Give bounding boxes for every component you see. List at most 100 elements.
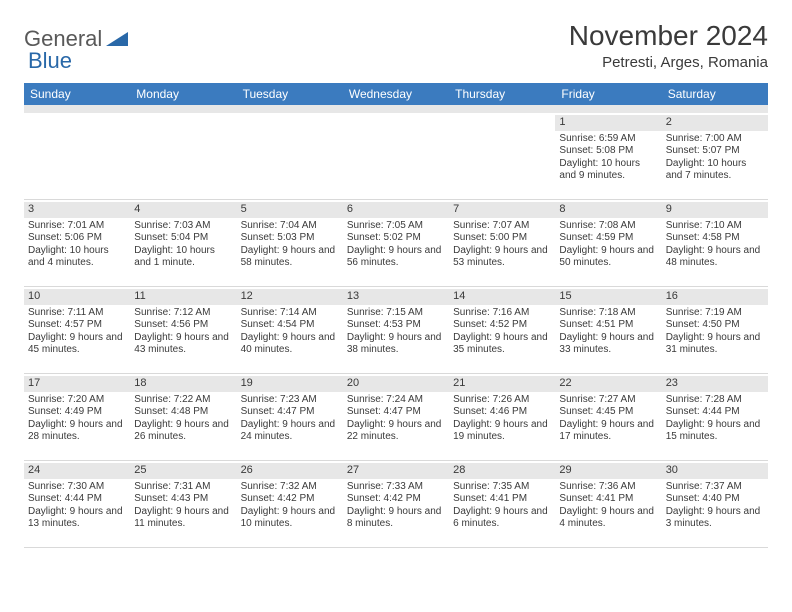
day-cell: 2 Sunrise: 7:00 AMSunset: 5:07 PMDaylight… [662, 113, 768, 199]
day-details: Sunrise: 6:59 AMSunset: 5:08 PMDaylight:… [559, 133, 657, 183]
day-details: Sunrise: 7:04 AMSunset: 5:03 PMDaylight:… [241, 220, 339, 270]
header: General November 2024 Petresti, Arges, R… [24, 20, 768, 71]
dow-fri: Friday [555, 83, 661, 105]
day-number: 24 [24, 463, 130, 479]
day-number: 19 [237, 376, 343, 392]
day-number: 16 [662, 289, 768, 305]
day-cell: 3Sunrise: 7:01 AMSunset: 5:06 PMDaylight… [24, 200, 130, 286]
day-details: Sunrise: 7:27 AMSunset: 4:45 PMDaylight:… [559, 394, 657, 444]
day-number: 4 [130, 202, 236, 218]
week-row: 10 Sunrise: 7:11 AMSunset: 4:57 PMDayligh… [24, 287, 768, 374]
day-details: Sunrise: 7:15 AMSunset: 4:53 PMDaylight:… [347, 307, 445, 357]
day-cell: 17 Sunrise: 7:20 AMSunset: 4:49 PMDayligh… [24, 374, 130, 460]
title-block: November 2024 Petresti, Arges, Romania [569, 20, 768, 71]
day-cell: 21 Sunrise: 7:26 AMSunset: 4:46 PMDayligh… [449, 374, 555, 460]
day-cell: 11 Sunrise: 7:12 AMSunset: 4:56 PMDayligh… [130, 287, 236, 373]
day-number: 29 [555, 463, 661, 479]
dow-sat: Saturday [662, 83, 768, 105]
day-details: Sunrise: 7:19 AMSunset: 4:50 PMDaylight:… [666, 307, 764, 357]
day-cell [237, 113, 343, 199]
day-cell: 4 Sunrise: 7:03 AMSunset: 5:04 PMDaylight… [130, 200, 236, 286]
week-row: 1 Sunrise: 6:59 AMSunset: 5:08 PMDaylight… [24, 113, 768, 200]
day-cell: 19Sunrise: 7:23 AMSunset: 4:47 PMDayligh… [237, 374, 343, 460]
day-cell: 8 Sunrise: 7:08 AMSunset: 4:59 PMDaylight… [555, 200, 661, 286]
day-cell: 30 Sunrise: 7:37 AMSunset: 4:40 PMDayligh… [662, 461, 768, 547]
day-details: Sunrise: 7:28 AMSunset: 4:44 PMDaylight:… [666, 394, 764, 444]
day-cell: 28 Sunrise: 7:35 AMSunset: 4:41 PMDayligh… [449, 461, 555, 547]
day-number: 1 [555, 115, 661, 131]
day-cell: 20 Sunrise: 7:24 AMSunset: 4:47 PMDayligh… [343, 374, 449, 460]
day-details: Sunrise: 7:05 AMSunset: 5:02 PMDaylight:… [347, 220, 445, 270]
location: Petresti, Arges, Romania [569, 54, 768, 71]
day-details: Sunrise: 7:35 AMSunset: 4:41 PMDaylight:… [453, 481, 551, 531]
dow-thu: Thursday [449, 83, 555, 105]
day-number: 6 [343, 202, 449, 218]
month-title: November 2024 [569, 20, 768, 52]
day-number: 10 [24, 289, 130, 305]
day-number: 27 [343, 463, 449, 479]
day-cell: 18 Sunrise: 7:22 AMSunset: 4:48 PMDayligh… [130, 374, 236, 460]
day-cell: 13 Sunrise: 7:15 AMSunset: 4:53 PMDayligh… [343, 287, 449, 373]
day-cell: 7 Sunrise: 7:07 AMSunset: 5:00 PMDaylight… [449, 200, 555, 286]
day-number: 20 [343, 376, 449, 392]
day-details: Sunrise: 7:30 AMSunset: 4:44 PMDaylight:… [28, 481, 126, 531]
dow-wed: Wednesday [343, 83, 449, 105]
dow-sun: Sunday [24, 83, 130, 105]
day-details: Sunrise: 7:36 AMSunset: 4:41 PMDaylight:… [559, 481, 657, 531]
day-details: Sunrise: 7:26 AMSunset: 4:46 PMDaylight:… [453, 394, 551, 444]
day-number: 21 [449, 376, 555, 392]
day-number: 7 [449, 202, 555, 218]
day-number: 26 [237, 463, 343, 479]
day-details: Sunrise: 7:22 AMSunset: 4:48 PMDaylight:… [134, 394, 232, 444]
day-details: Sunrise: 7:01 AMSunset: 5:06 PMDaylight:… [28, 220, 126, 270]
day-details: Sunrise: 7:18 AMSunset: 4:51 PMDaylight:… [559, 307, 657, 357]
day-details: Sunrise: 7:03 AMSunset: 5:04 PMDaylight:… [134, 220, 232, 270]
day-number: 30 [662, 463, 768, 479]
day-details: Sunrise: 7:08 AMSunset: 4:59 PMDaylight:… [559, 220, 657, 270]
day-number: 13 [343, 289, 449, 305]
day-cell: 29 Sunrise: 7:36 AMSunset: 4:41 PMDayligh… [555, 461, 661, 547]
day-details: Sunrise: 7:07 AMSunset: 5:00 PMDaylight:… [453, 220, 551, 270]
day-cell [449, 113, 555, 199]
day-details: Sunrise: 7:20 AMSunset: 4:49 PMDaylight:… [28, 394, 126, 444]
day-details: Sunrise: 7:37 AMSunset: 4:40 PMDaylight:… [666, 481, 764, 531]
day-details: Sunrise: 7:00 AMSunset: 5:07 PMDaylight:… [666, 133, 764, 183]
day-number: 2 [662, 115, 768, 131]
day-cell: 23 Sunrise: 7:28 AMSunset: 4:44 PMDayligh… [662, 374, 768, 460]
day-cell: 6 Sunrise: 7:05 AMSunset: 5:02 PMDaylight… [343, 200, 449, 286]
weeks-container: 1 Sunrise: 6:59 AMSunset: 5:08 PMDaylight… [24, 113, 768, 548]
day-details: Sunrise: 7:24 AMSunset: 4:47 PMDaylight:… [347, 394, 445, 444]
day-cell: 5 Sunrise: 7:04 AMSunset: 5:03 PMDaylight… [237, 200, 343, 286]
day-cell [130, 113, 236, 199]
logo-text-blue: Blue [28, 48, 72, 74]
day-number: 11 [130, 289, 236, 305]
day-number: 9 [662, 202, 768, 218]
day-number: 5 [237, 202, 343, 218]
day-details: Sunrise: 7:33 AMSunset: 4:42 PMDaylight:… [347, 481, 445, 531]
day-details: Sunrise: 7:14 AMSunset: 4:54 PMDaylight:… [241, 307, 339, 357]
day-cell: 10 Sunrise: 7:11 AMSunset: 4:57 PMDayligh… [24, 287, 130, 373]
dow-row: Sunday Monday Tuesday Wednesday Thursday… [24, 83, 768, 105]
day-cell: 16 Sunrise: 7:19 AMSunset: 4:50 PMDayligh… [662, 287, 768, 373]
day-number: 18 [130, 376, 236, 392]
day-cell [343, 113, 449, 199]
week-row: 17 Sunrise: 7:20 AMSunset: 4:49 PMDayligh… [24, 374, 768, 461]
week-row: 3Sunrise: 7:01 AMSunset: 5:06 PMDaylight… [24, 200, 768, 287]
day-cell: 12Sunrise: 7:14 AMSunset: 4:54 PMDayligh… [237, 287, 343, 373]
day-number: 8 [555, 202, 661, 218]
spacer-row [24, 105, 768, 113]
day-number: 17 [24, 376, 130, 392]
day-cell: 9Sunrise: 7:10 AMSunset: 4:58 PMDaylight… [662, 200, 768, 286]
day-cell: 26Sunrise: 7:32 AMSunset: 4:42 PMDayligh… [237, 461, 343, 547]
week-row: 24 Sunrise: 7:30 AMSunset: 4:44 PMDayligh… [24, 461, 768, 548]
day-number: 25 [130, 463, 236, 479]
day-cell: 27 Sunrise: 7:33 AMSunset: 4:42 PMDayligh… [343, 461, 449, 547]
day-details: Sunrise: 7:16 AMSunset: 4:52 PMDaylight:… [453, 307, 551, 357]
day-cell: 14Sunrise: 7:16 AMSunset: 4:52 PMDayligh… [449, 287, 555, 373]
day-number: 28 [449, 463, 555, 479]
logo-triangle-icon [106, 26, 128, 52]
day-details: Sunrise: 7:12 AMSunset: 4:56 PMDaylight:… [134, 307, 232, 357]
day-number: 23 [662, 376, 768, 392]
day-details: Sunrise: 7:11 AMSunset: 4:57 PMDaylight:… [28, 307, 126, 357]
day-details: Sunrise: 7:31 AMSunset: 4:43 PMDaylight:… [134, 481, 232, 531]
